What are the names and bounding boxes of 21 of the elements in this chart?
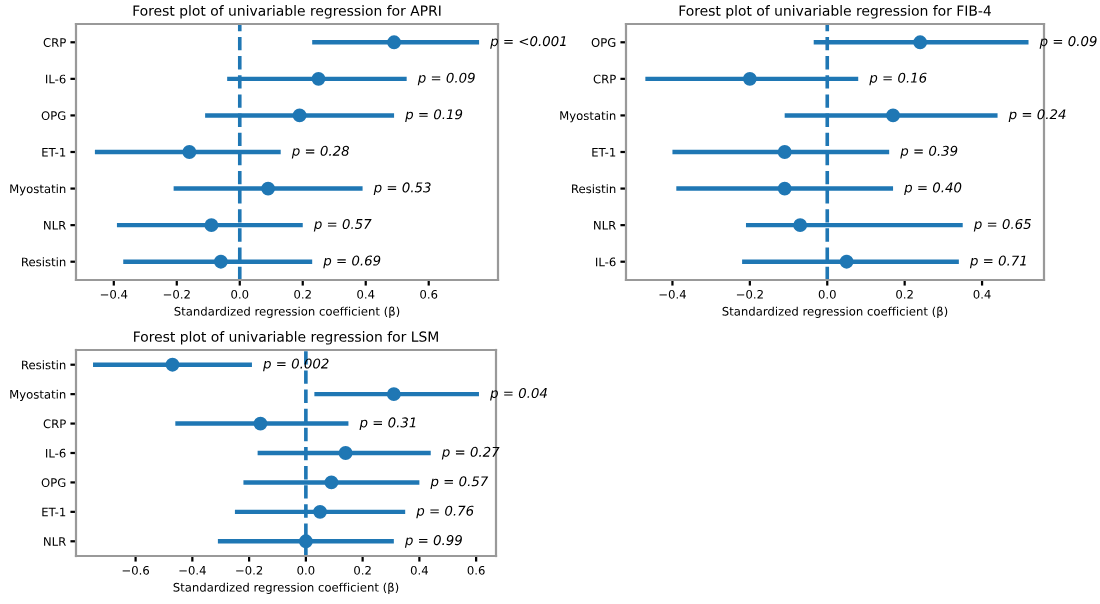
point <box>913 35 928 50</box>
point <box>324 475 339 490</box>
point <box>839 254 854 269</box>
point <box>742 71 757 86</box>
point <box>204 218 219 233</box>
point <box>165 357 180 372</box>
point <box>253 416 268 431</box>
point <box>386 387 401 402</box>
point <box>313 504 327 519</box>
point <box>777 145 792 159</box>
point <box>292 108 307 123</box>
point <box>182 145 197 159</box>
point <box>793 218 808 233</box>
point <box>298 534 313 549</box>
point <box>338 446 353 460</box>
point <box>886 108 900 123</box>
point <box>261 181 276 196</box>
point <box>213 254 228 269</box>
point <box>311 71 326 86</box>
point <box>387 35 402 50</box>
point <box>777 181 792 196</box>
